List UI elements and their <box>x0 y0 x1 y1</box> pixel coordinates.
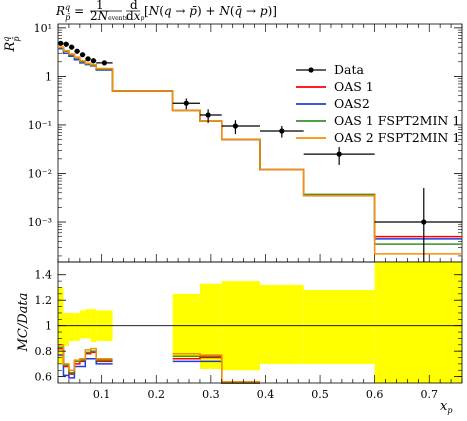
ytick-label: 10⁻¹ <box>28 119 52 132</box>
data-point <box>85 56 91 62</box>
main-plot: 10⁻³ 10⁻² 10⁻¹ 1 10¹ Data OAS 1 OAS2 OAS 1 FSPT2… <box>28 22 463 263</box>
data-uncertainty-band <box>79 310 86 339</box>
data-point <box>421 219 427 225</box>
svg-text:Rqp̄: Rqp̄ <box>2 36 21 52</box>
ratio-ytick-label: 0.6 <box>35 371 53 384</box>
legend-item: OAS 1 FSPT2MIN 1 <box>296 113 460 128</box>
ratio-ytick-label: 1.4 <box>35 269 53 282</box>
xtick-label: 0.6 <box>366 388 384 401</box>
ratio-series-oas-2-fspt2min-1 <box>58 344 260 383</box>
data-point <box>58 40 64 46</box>
xlabel: xp <box>440 399 452 415</box>
data-point <box>101 60 108 66</box>
data-uncertainty-band <box>260 284 304 364</box>
svg-text:d: d <box>130 0 138 12</box>
data-uncertainty-band <box>303 290 375 364</box>
legend: Data OAS 1 OAS2 OAS 1 FSPT2MIN 1 OAS 2 FSPT2… <box>296 62 460 145</box>
data-uncertainty-band <box>68 312 75 341</box>
svg-text:dxp: dxp <box>126 9 144 23</box>
xtick-label: 0.4 <box>257 388 275 401</box>
data-uncertainty-band <box>85 309 91 339</box>
ratio-ytick-label: 1 <box>45 320 52 333</box>
title-text: Rq p̄ = <box>55 3 84 22</box>
data-point <box>79 52 86 58</box>
data-point <box>90 58 97 64</box>
legend-item-data: Data <box>296 62 364 77</box>
legend-label: Data <box>334 62 364 77</box>
ratio-frame <box>57 261 463 384</box>
data-point <box>205 112 211 118</box>
svg-text:1: 1 <box>96 0 104 12</box>
xtick-label: 0.3 <box>202 388 220 401</box>
series-oas-2-fspt2min-1 <box>58 46 462 255</box>
data-point <box>183 100 189 106</box>
data-point <box>336 151 342 157</box>
xtick-label: 0.7 <box>420 388 438 401</box>
xtick-label: 0.1 <box>93 388 111 401</box>
legend-label: OAS2 <box>334 96 370 111</box>
legend-label: OAS 1 FSPT2MIN 1 <box>334 113 460 128</box>
svg-text:[N(q → p̄) + N(q̄ → p)]: [N(q → p̄) + N(q̄ → p)] <box>144 4 277 18</box>
data-point <box>63 41 69 47</box>
main-ylabel: Rqp̄ <box>2 36 21 52</box>
ytick-label: 10¹ <box>34 22 52 35</box>
legend-data-marker <box>308 67 314 73</box>
ytick-label: 10⁻² <box>28 167 52 180</box>
legend-item: OAS2 <box>296 96 370 111</box>
legend-item: OAS 2 FSPT2MIN 1 <box>296 130 460 145</box>
data-point <box>74 48 80 54</box>
ratio-ytick-label: 0.8 <box>35 345 53 358</box>
chart-title: Rq p̄ = 1 2Nevents d dxp [N(q → p̄) + N(q… <box>55 0 277 23</box>
data-uncertainty-band <box>63 312 69 347</box>
data-point <box>232 123 239 129</box>
data-uncertainty-band <box>199 283 222 369</box>
legend-label: OAS 2 FSPT2MIN 1 <box>334 130 460 145</box>
data-uncertainty-band <box>374 262 462 383</box>
ytick-label: 1 <box>45 70 52 83</box>
data-point <box>69 44 75 50</box>
ratio-ytick-label: 1.2 <box>35 294 53 307</box>
data-point <box>279 128 285 134</box>
data-uncertainty-band <box>74 312 80 341</box>
legend-item: OAS 1 <box>296 79 374 94</box>
xtick-label: 0.2 <box>148 388 166 401</box>
xtick-label: 0.5 <box>311 388 329 401</box>
ytick-label: 10⁻³ <box>28 216 52 229</box>
ratio-plot: 0.6 0.8 1 1.2 1.4 0.1 0.2 0.3 0.4 0.5 0.6 0.7 <box>35 261 463 401</box>
legend-label: OAS 1 <box>334 79 374 94</box>
ratio-ylabel: MC/Data <box>16 293 31 353</box>
